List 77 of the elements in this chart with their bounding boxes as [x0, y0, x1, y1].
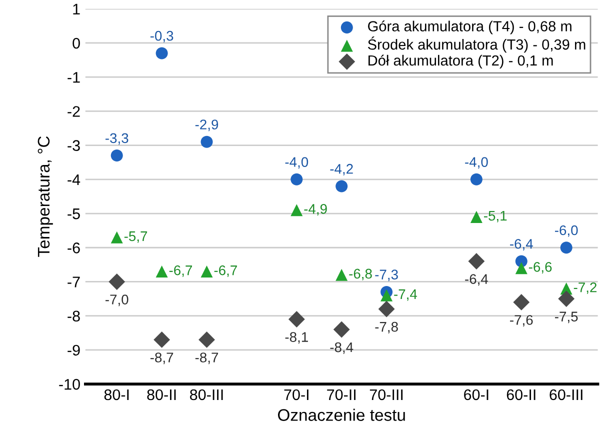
data-label: -4,0	[285, 157, 308, 169]
data-label: -7,4	[394, 289, 418, 301]
legend-label: Dół akumulatora (T2) - 0,1 m	[368, 54, 553, 69]
y-tick-label: -8	[68, 310, 80, 322]
data-label: -8,7	[150, 352, 174, 364]
data-label: -2,9	[195, 120, 218, 132]
x-tick-label: 60-I	[464, 389, 488, 400]
y-tick-label: -5	[68, 208, 80, 220]
y-tick-label: -3	[68, 140, 80, 151]
x-tick-label: 70-II	[327, 389, 356, 400]
y-tick-label: 1	[73, 4, 80, 14]
point	[156, 47, 168, 60]
data-label: -4,0	[465, 157, 488, 169]
x-axis-title: Oznaczenie testu	[278, 408, 405, 421]
data-label: -3,3	[106, 133, 128, 145]
point	[470, 210, 482, 223]
data-label: -6,8	[349, 268, 372, 280]
data-label: -8,4	[330, 342, 354, 354]
y-axis-title: Temperatura, °C	[38, 136, 53, 257]
x-tick-label: 60-III	[550, 389, 582, 400]
data-label: -6,7	[169, 265, 192, 277]
point	[380, 289, 393, 302]
point	[515, 262, 528, 274]
point	[288, 311, 305, 328]
data-label: -7,8	[375, 322, 398, 334]
point	[336, 180, 348, 192]
point	[558, 290, 575, 308]
y-tick-label: -2	[68, 106, 80, 117]
point	[470, 173, 482, 186]
data-label: -6,7	[214, 265, 237, 277]
point	[154, 332, 170, 348]
point	[336, 268, 348, 281]
y-tick-label: -9	[68, 344, 80, 356]
x-tick-label: 70-III	[370, 389, 403, 400]
point	[200, 265, 213, 278]
x-tick-label: 80-III	[190, 389, 223, 400]
point	[198, 332, 215, 348]
data-label: -6,0	[554, 225, 578, 237]
point	[108, 274, 126, 290]
y-tick-label: -7	[68, 276, 80, 288]
point	[378, 300, 395, 318]
data-label: -8,1	[285, 332, 308, 344]
point	[468, 253, 485, 270]
data-label: -6,4	[510, 238, 533, 250]
data-label: -0,3	[150, 30, 174, 42]
data-label: -4,9	[304, 204, 327, 216]
data-label: -6,6	[528, 262, 552, 274]
point	[560, 242, 572, 254]
point	[200, 136, 213, 148]
data-label: -7,6	[510, 315, 533, 327]
y-tick-label: -10	[59, 378, 80, 390]
point	[290, 173, 303, 186]
data-label: -7,5	[554, 312, 578, 324]
x-tick-label: 70-I	[284, 389, 308, 400]
data-label: -6,4	[465, 274, 488, 286]
y-tick-label: -6	[68, 242, 80, 254]
legend-label: Środek akumulatora (T3) - 0,39 m	[368, 36, 586, 53]
y-tick-label: 0	[72, 38, 80, 49]
x-tick-label: 80-I	[104, 389, 129, 400]
data-label: -5,1	[484, 210, 507, 222]
y-tick-label: -1	[68, 72, 80, 83]
point	[513, 294, 530, 310]
x-tick-label: 60-II	[506, 389, 536, 400]
data-label: -7,2	[574, 282, 597, 294]
data-label: -8,7	[195, 352, 218, 364]
x-tick-label: 80-II	[147, 389, 176, 400]
point	[290, 204, 303, 216]
data-label: -7,3	[375, 270, 398, 282]
data-label: -4,2	[330, 164, 353, 176]
point	[333, 321, 350, 338]
point	[110, 150, 123, 162]
y-tick-label: -4	[68, 174, 80, 185]
data-label: -5,7	[124, 231, 148, 243]
data-label: -7,0	[106, 294, 128, 306]
point	[110, 231, 123, 244]
legend-label: Góra akumulatora (T4) - 0,68 m	[368, 20, 572, 34]
point	[156, 265, 168, 278]
